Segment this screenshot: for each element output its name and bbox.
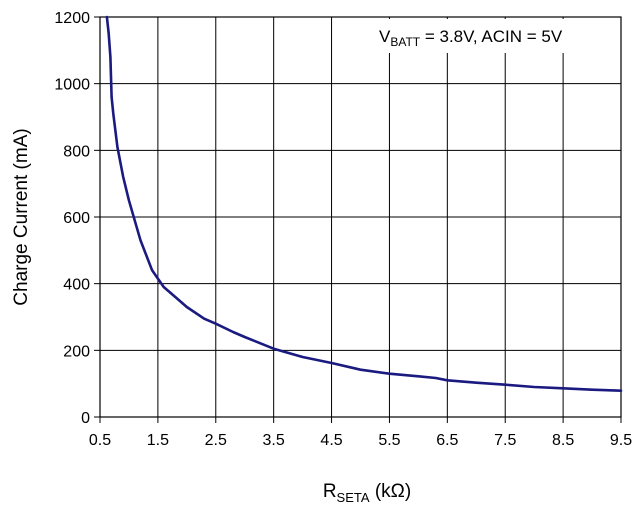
annotation-subscript: BATT bbox=[390, 35, 420, 49]
y-tick-label: 1000 bbox=[54, 77, 90, 94]
y-axis-ticks: 0 200 400 600 800 1000 1200 bbox=[54, 10, 100, 427]
x-axis-title-rest: (kΩ) bbox=[370, 481, 412, 502]
y-tick-label: 800 bbox=[63, 143, 90, 160]
x-axis-title-prefix: R bbox=[323, 481, 337, 502]
x-tick-label: 7.5 bbox=[494, 432, 516, 449]
x-tick-label: 5.5 bbox=[378, 432, 400, 449]
x-axis-title: RSETA (kΩ) bbox=[323, 481, 411, 505]
x-tick-label: 0.5 bbox=[89, 432, 111, 449]
y-tick-label: 200 bbox=[63, 343, 90, 360]
y-axis-title: Charge Current (mA) bbox=[11, 128, 32, 305]
annotation-box bbox=[368, 19, 620, 53]
x-tick-label: 9.5 bbox=[610, 432, 632, 449]
x-axis-title-subscript: SETA bbox=[337, 490, 370, 505]
x-tick-label: 4.5 bbox=[320, 432, 342, 449]
annotation-prefix: V bbox=[379, 27, 391, 46]
y-tick-label: 0 bbox=[81, 410, 90, 427]
x-tick-label: 1.5 bbox=[147, 432, 169, 449]
y-tick-label: 1200 bbox=[54, 10, 90, 27]
x-tick-label: 2.5 bbox=[205, 432, 227, 449]
x-tick-label: 8.5 bbox=[552, 432, 574, 449]
x-axis-ticks: 0.5 1.5 2.5 3.5 4.5 5.5 6.5 7.5 8.5 9.5 bbox=[89, 417, 632, 449]
y-tick-label: 400 bbox=[63, 277, 90, 294]
x-tick-label: 3.5 bbox=[263, 432, 285, 449]
annotation-rest: = 3.8V, ACIN = 5V bbox=[420, 27, 563, 46]
annotation-text: VBATT = 3.8V, ACIN = 5V bbox=[379, 27, 563, 49]
y-tick-label: 600 bbox=[63, 210, 90, 227]
x-tick-label: 6.5 bbox=[436, 432, 458, 449]
charge-current-line bbox=[105, 15, 623, 392]
grid-lines bbox=[100, 17, 621, 417]
